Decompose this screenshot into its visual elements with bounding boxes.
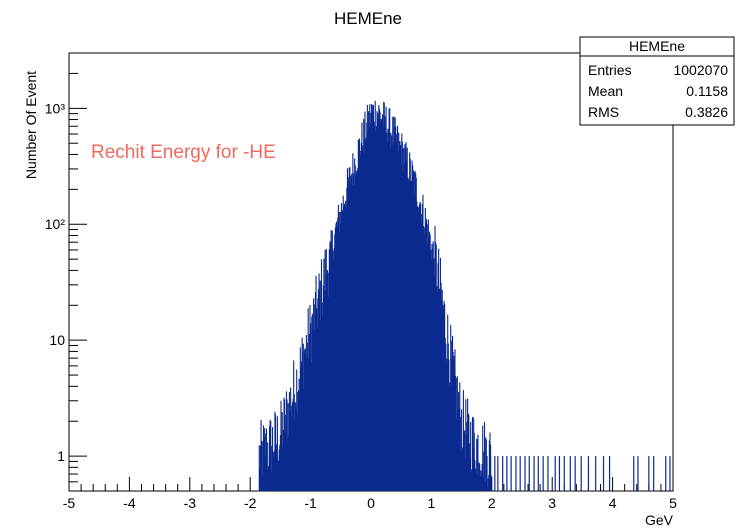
chart-annotation: Rechit Energy for -HE [91,142,276,163]
x-tick-label: 4 [609,495,617,511]
stats-box: HEMEne Entries 1002070 Mean 0.1158 RMS 0… [579,36,735,126]
stats-value-entries: 1002070 [673,62,728,78]
histogram-bins [258,100,492,491]
x-tick-label: -3 [184,495,197,511]
x-tick-label: 0 [367,495,375,511]
x-tick-label: 5 [669,495,677,511]
y-tick-label: 10³ [45,100,66,116]
x-tick-label: 1 [428,495,436,511]
stats-value-mean: 0.1158 [686,83,728,99]
x-tick-label: -4 [123,495,136,511]
stats-value-rms: 0.3826 [685,104,728,120]
x-tick-label: -5 [63,495,76,511]
stats-box-title: HEMEne [629,38,685,54]
stats-label-mean: Mean [588,83,623,99]
x-axis-tick-labels: -5 -4 -3 -2 -1 0 1 2 3 4 5 [63,495,677,511]
y-axis-ticks [69,52,87,483]
y-axis-title: Number Of Event [23,71,39,179]
x-axis-title: GeV [645,512,674,528]
stats-label-entries: Entries [588,62,632,78]
y-tick-label: 10 [49,332,65,348]
x-tick-label: 3 [548,495,556,511]
x-tick-label: 2 [488,495,496,511]
x-tick-label: -1 [304,495,317,511]
histogram-series [258,100,671,491]
y-tick-label: 1 [57,448,65,464]
y-tick-label: 10² [45,216,66,232]
stats-label-rms: RMS [588,104,619,120]
stats-box-frame [579,36,735,126]
y-axis-tick-labels: 1 10 10² 10³ [45,100,66,464]
chart-title: HEMEne [334,9,402,28]
x-tick-label: -2 [244,495,257,511]
